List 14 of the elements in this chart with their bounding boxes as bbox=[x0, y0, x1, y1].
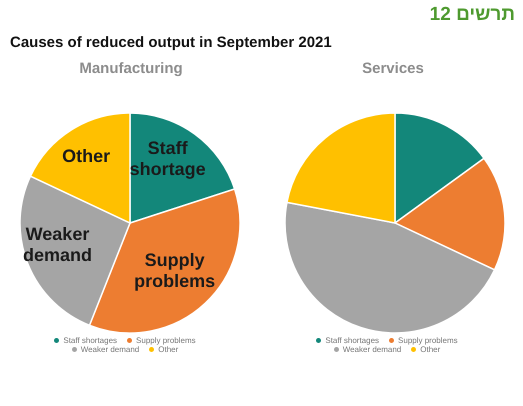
legend-label: Weaker demand bbox=[80, 345, 140, 354]
text: Causes of reduced output in September 2021 bbox=[10, 34, 332, 51]
text: תרשים 12 bbox=[430, 4, 515, 26]
chart-title: Manufacturing bbox=[78, 60, 184, 77]
legend-label: Supply problems bbox=[398, 336, 458, 345]
legend-label: Other bbox=[420, 345, 440, 354]
legend-label: Other bbox=[158, 345, 178, 354]
text: Other bbox=[62, 146, 110, 166]
chart-title: Services bbox=[361, 60, 425, 77]
legend-label: Staff shortages bbox=[63, 336, 118, 345]
legend-label: Supply problems bbox=[136, 336, 196, 345]
legend-label: Staff shortages bbox=[325, 336, 380, 345]
text: Supply problems bbox=[134, 250, 216, 291]
legend-label: Weaker demand bbox=[342, 345, 402, 354]
